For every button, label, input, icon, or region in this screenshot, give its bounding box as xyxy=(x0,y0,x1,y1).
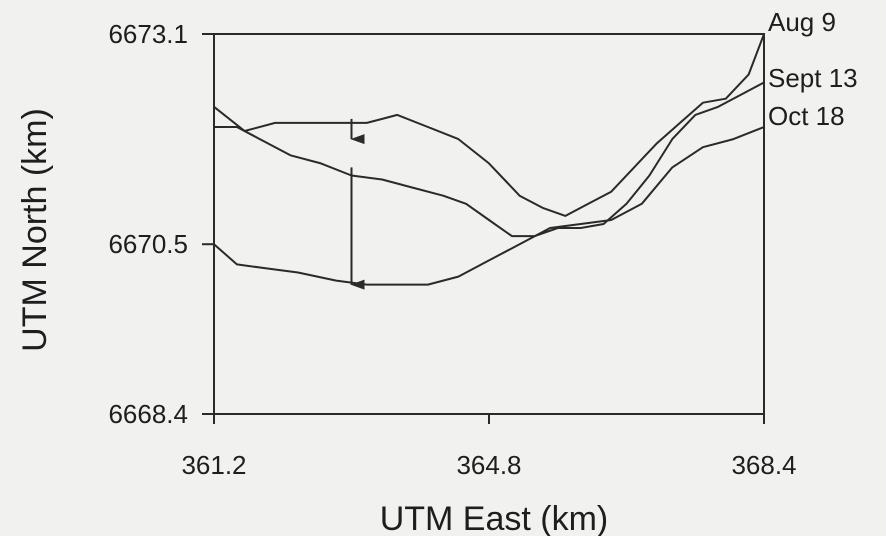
series-lines xyxy=(213,33,765,286)
series-line-aug-9 xyxy=(213,33,765,217)
y-axis-label: UTM North (km) xyxy=(16,108,54,352)
series-label-aug-9: Aug 9 xyxy=(768,7,836,37)
plot-frame xyxy=(213,33,765,415)
x-tick-label: 368.4 xyxy=(731,450,796,480)
y-axis-ticks: 6673.1 6670.5 6668.4 xyxy=(108,19,214,429)
x-tick-label: 364.8 xyxy=(456,450,521,480)
series-line-oct-18 xyxy=(213,126,765,286)
series-label-oct-18: Oct 18 xyxy=(768,101,845,131)
x-tick-label: 361.2 xyxy=(181,450,246,480)
y-tick-label: 6668.4 xyxy=(108,399,188,429)
series-line-sept-13 xyxy=(214,81,765,238)
series-labels: Aug 9 Sept 13 Oct 18 xyxy=(768,7,858,131)
y-tick-label: 6673.1 xyxy=(108,19,188,49)
x-axis-ticks: 361.2 364.8 368.4 xyxy=(181,414,797,480)
x-axis-label: UTM East (km) xyxy=(380,500,609,536)
y-tick-label: 6670.5 xyxy=(108,229,188,259)
series-label-sept-13: Sept 13 xyxy=(768,63,858,93)
